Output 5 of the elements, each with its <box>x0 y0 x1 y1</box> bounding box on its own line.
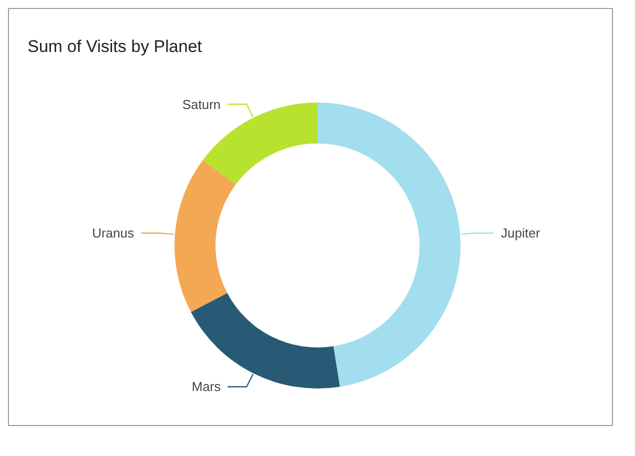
slice-label: Uranus <box>92 226 134 241</box>
slice-label: Saturn <box>182 96 221 112</box>
slice-label: Jupiter <box>501 226 541 241</box>
chart-title: Sum of Visits by Planet <box>28 37 202 56</box>
slice-label: Mars <box>192 379 222 394</box>
